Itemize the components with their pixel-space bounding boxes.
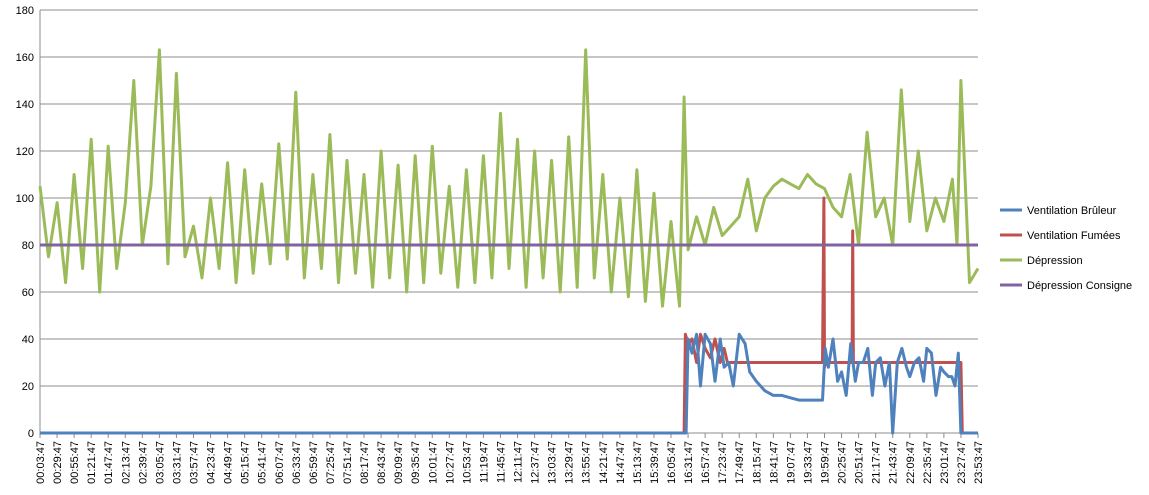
- x-tick-label: 03:05:47: [154, 441, 166, 484]
- x-tick-label: 18:41:47: [768, 441, 780, 484]
- x-tick-label: 20:25:47: [837, 441, 849, 484]
- y-tick-label: 20: [22, 381, 34, 393]
- x-tick-label: 00:29:47: [52, 441, 64, 484]
- y-tick-label: 100: [16, 193, 34, 205]
- x-tick-label: 15:39:47: [649, 441, 661, 484]
- x-tick-label: 02:39:47: [137, 441, 149, 484]
- y-tick-label: 140: [16, 99, 34, 111]
- x-axis: 00:03:47 00:29:47 00:55:47 01:21:47 01:47:47…: [35, 432, 985, 484]
- x-tick-label: 09:09:47: [393, 441, 405, 484]
- x-tick-label: 16:05:47: [666, 441, 678, 484]
- y-tick-label: 80: [22, 240, 34, 252]
- legend-label: Dépression Consigne: [1027, 280, 1132, 292]
- x-tick-label: 13:03:47: [547, 441, 559, 484]
- x-tick-label: 23:27:47: [956, 441, 968, 484]
- y-tick-label: 120: [16, 146, 34, 158]
- x-tick-label: 02:13:47: [120, 441, 132, 484]
- x-tick-label: 12:37:47: [530, 441, 542, 484]
- x-tick-label: 19:07:47: [785, 441, 797, 484]
- x-tick-label: 15:13:47: [632, 441, 644, 484]
- x-tick-label: 10:53:47: [461, 441, 473, 484]
- x-tick-label: 16:57:47: [700, 441, 712, 484]
- x-tick-label: 16:31:47: [683, 441, 695, 484]
- x-tick-label: 00:55:47: [69, 441, 81, 484]
- x-tick-label: 10:01:47: [427, 441, 439, 484]
- x-tick-label: 10:27:47: [444, 441, 456, 484]
- x-tick-label: 18:15:47: [751, 441, 763, 484]
- x-tick-label: 01:47:47: [103, 441, 115, 484]
- x-tick-label: 14:47:47: [615, 441, 627, 484]
- x-tick-label: 05:41:47: [257, 441, 269, 484]
- legend-label: Ventilation Brûleur: [1027, 205, 1117, 217]
- x-tick-label: 14:21:47: [598, 441, 610, 484]
- x-tick-label: 09:35:47: [410, 441, 422, 484]
- series-line-1: [40, 196, 978, 435]
- x-tick-label: 22:35:47: [922, 441, 934, 484]
- x-tick-label: 04:23:47: [206, 441, 218, 484]
- x-tick-label: 13:29:47: [564, 441, 576, 484]
- x-tick-label: 12:11:47: [513, 441, 525, 483]
- x-tick-label: 11:45:47: [495, 441, 507, 483]
- x-tick-label: 03:57:47: [188, 441, 200, 484]
- x-tick-label: 07:25:47: [325, 441, 337, 484]
- x-tick-label: 06:33:47: [291, 441, 303, 484]
- legend-label: Ventilation Fumées: [1027, 230, 1121, 242]
- y-tick-label: 160: [16, 52, 34, 64]
- x-tick-label: 06:07:47: [274, 441, 286, 484]
- y-tick-label: 60: [22, 287, 34, 299]
- x-tick-label: 20:51:47: [854, 441, 866, 484]
- x-tick-label: 17:23:47: [717, 441, 729, 484]
- x-tick-label: 21:43:47: [888, 441, 900, 484]
- y-tick-label: 180: [16, 5, 34, 17]
- x-tick-label: 07:51:47: [342, 441, 354, 484]
- x-tick-label: 22:09:47: [905, 441, 917, 484]
- y-tick-label: 0: [28, 428, 34, 440]
- x-tick-label: 03:31:47: [171, 441, 183, 484]
- x-tick-label: 08:17:47: [359, 441, 371, 484]
- legend-label: Dépression: [1027, 255, 1083, 267]
- legend: Ventilation Brûleur Ventilation Fumées Dép…: [1000, 205, 1132, 292]
- x-tick-label: 00:03:47: [35, 441, 47, 484]
- x-tick-label: 06:59:47: [308, 441, 320, 484]
- x-tick-label: 05:15:47: [240, 441, 252, 484]
- plot-area: [38, 48, 980, 435]
- x-tick-label: 13:55:47: [581, 441, 593, 484]
- y-axis: 0 20 40 60 80 100 120 140 160 180: [16, 5, 41, 440]
- series-line-0: [40, 332, 978, 435]
- y-tick-label: 40: [22, 334, 34, 346]
- x-tick-label: 17:49:47: [734, 441, 746, 484]
- x-tick-label: 21:17:47: [871, 441, 883, 484]
- x-tick-label: 19:59:47: [820, 441, 832, 484]
- x-tick-label: 19:33:47: [802, 441, 814, 484]
- x-tick-label: 04:49:47: [223, 441, 235, 484]
- x-tick-label: 23:53:47: [973, 441, 985, 484]
- x-tick-label: 01:21:47: [86, 441, 98, 484]
- x-tick-label: 23:01:47: [939, 441, 951, 484]
- x-tick-label: 11:19:47: [478, 441, 490, 483]
- series-line-2: [38, 48, 980, 308]
- x-tick-label: 08:43:47: [376, 441, 388, 484]
